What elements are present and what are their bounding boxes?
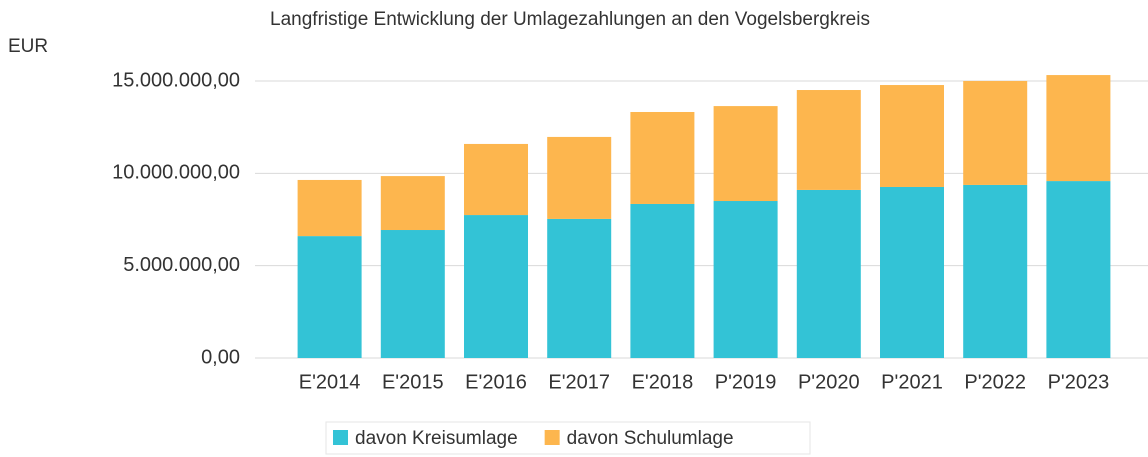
chart-title: Langfristige Entwicklung der Umlagezahlu… — [270, 9, 870, 30]
legend-swatch — [544, 430, 560, 445]
x-tick-label: E'2016 — [465, 371, 527, 393]
x-tick-label: P'2023 — [1048, 371, 1110, 393]
bar-segment — [963, 184, 1028, 358]
bar-segment — [796, 189, 861, 358]
legend-swatch — [333, 430, 348, 445]
legend-label: davon Schulumlage — [567, 428, 734, 449]
bar-segment — [297, 236, 362, 358]
bar-segment — [380, 230, 445, 358]
x-tick-label: E'2015 — [382, 371, 444, 393]
x-tick-label: P'2022 — [964, 371, 1026, 393]
y-tick-label: 15.000.000,00 — [112, 69, 240, 91]
bar-segment — [380, 176, 445, 231]
legend-frame — [325, 421, 811, 455]
y-tick-label: 10.000.000,00 — [112, 162, 240, 184]
bar-segment — [963, 80, 1028, 185]
bar-segment — [713, 201, 778, 358]
bar-segment — [630, 111, 695, 204]
x-tick-label: P'2020 — [798, 371, 860, 393]
legend-label: davon Kreisumlage — [355, 428, 518, 449]
bar-segment — [880, 186, 944, 358]
y-tick-label: 0,00 — [201, 346, 240, 368]
bar-segment — [547, 218, 612, 358]
x-tick-label: E'2018 — [632, 371, 694, 393]
bar-segment — [630, 203, 695, 358]
x-tick-label: E'2014 — [299, 371, 361, 393]
bar-segment — [1046, 75, 1111, 182]
bar-segment — [713, 106, 778, 202]
x-tick-label: E'2017 — [548, 371, 610, 393]
bar-segment — [880, 85, 944, 187]
bar-segment — [464, 143, 528, 216]
x-tick-label: P'2021 — [881, 371, 943, 393]
bar-segment — [796, 90, 861, 190]
bar-segment — [1046, 181, 1111, 358]
y-axis-label: EUR — [8, 36, 48, 57]
y-tick-label: 5.000.000,00 — [123, 254, 240, 276]
bar-segment — [547, 136, 612, 219]
bar-segment — [464, 215, 528, 358]
x-tick-label: P'2019 — [715, 371, 777, 393]
bar-segment — [297, 179, 362, 237]
